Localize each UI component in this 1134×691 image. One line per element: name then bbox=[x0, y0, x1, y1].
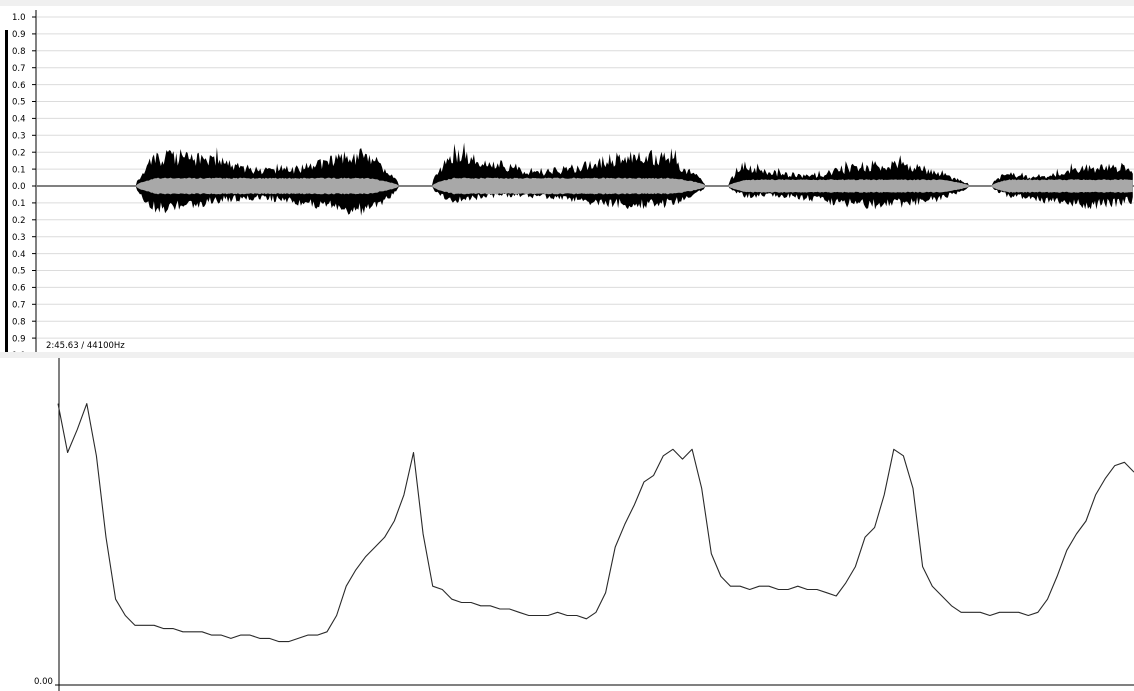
panel-separator[interactable] bbox=[0, 352, 1134, 358]
amplitude-tick-label: 0.5 bbox=[12, 267, 26, 277]
amplitude-tick-label: 0.2 bbox=[12, 148, 26, 158]
amplitude-tick-label: 0.2 bbox=[12, 216, 26, 226]
pitch-panel[interactable] bbox=[0, 358, 1134, 691]
waveform-segments bbox=[37, 142, 1134, 216]
amplitude-tick-label: 0.8 bbox=[12, 317, 26, 327]
pitch-curve-line bbox=[57, 403, 1134, 643]
level-meter-bar bbox=[5, 30, 8, 352]
amplitude-tick-label: 0.9 bbox=[12, 30, 26, 40]
amplitude-tick-label: 0.8 bbox=[12, 47, 26, 57]
amplitude-tick-label: 0.1 bbox=[12, 199, 26, 209]
amplitude-tick-label: 0.0 bbox=[12, 182, 26, 192]
amplitude-tick-label: 0.7 bbox=[12, 301, 26, 311]
amplitude-tick-label: 0.4 bbox=[12, 115, 26, 125]
amplitude-tick-label: 0.6 bbox=[12, 81, 26, 91]
amplitude-tick-label: 0.9 bbox=[12, 334, 26, 344]
amplitude-tick-label: 0.1 bbox=[12, 165, 26, 175]
duration-samplerate-label: 2:45.63 / 44100Hz bbox=[46, 341, 125, 351]
amplitude-tick-label: 0.3 bbox=[12, 233, 26, 243]
waveform-rms-envelope bbox=[135, 177, 399, 195]
pitch-y-zero-label: 0.00 bbox=[34, 677, 53, 687]
amplitude-tick-label: 0.3 bbox=[12, 132, 26, 142]
pitch-canvas[interactable] bbox=[0, 358, 1134, 691]
waveform-rms-envelope bbox=[728, 179, 969, 193]
amplitude-tick-label: 1.0 bbox=[12, 13, 26, 23]
top-border bbox=[0, 0, 1134, 6]
amplitude-axis bbox=[5, 10, 37, 352]
waveform-rms-envelope bbox=[431, 177, 705, 195]
amplitude-tick-label: 0.4 bbox=[12, 250, 26, 260]
waveform-canvas[interactable]: 1.0 0.9 0.8 0.7 0.6 0.5 0.4 0.3 0.2 0.1 0.0 0.1 0.2 0… bbox=[0, 6, 1134, 361]
waveform-rms-envelope bbox=[991, 179, 1133, 193]
waveform-panel[interactable]: 1.0 0.9 0.8 0.7 0.6 0.5 0.4 0.3 0.2 0.1 0.0 0.1 0.2 0… bbox=[0, 6, 1134, 361]
amplitude-tick-label: 0.5 bbox=[12, 98, 26, 108]
amplitude-tick-labels: 1.0 0.9 0.8 0.7 0.6 0.5 0.4 0.3 0.2 0.1 0.0 0.1 0.2 0… bbox=[12, 13, 36, 361]
amplitude-tick-label: 0.7 bbox=[12, 64, 26, 74]
amplitude-tick-label: 0.6 bbox=[12, 284, 26, 294]
